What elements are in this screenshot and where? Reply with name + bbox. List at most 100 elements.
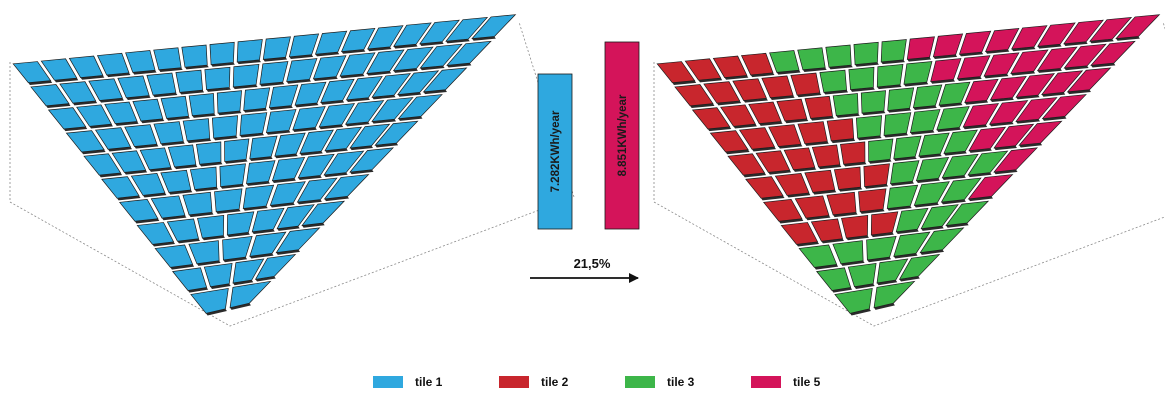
left-tile (371, 73, 412, 98)
right-tile-edge (770, 95, 795, 100)
left-tile (222, 235, 253, 261)
right-tile-edge (831, 138, 856, 144)
legend-label-tile3: tile 3 (667, 375, 695, 389)
left-tile (392, 46, 434, 72)
left-tile-edge (445, 39, 470, 44)
left-tile-edge (89, 124, 113, 129)
right-tile (880, 39, 907, 63)
right-tile-edge (840, 260, 865, 266)
left-tile-edge (80, 75, 105, 80)
left-tile (249, 135, 278, 160)
left-tile (47, 107, 87, 130)
left-tile-edge (106, 72, 131, 78)
right-tile-edge (893, 156, 917, 162)
right-tile (968, 126, 1007, 152)
left-tile-edge (270, 202, 295, 208)
left-tile-edge (168, 190, 193, 195)
right-tile (876, 63, 904, 88)
right-tile (883, 112, 912, 136)
left-tile-edge (196, 260, 221, 266)
left-tile (59, 81, 97, 104)
right-tile-edge (936, 127, 961, 132)
left-tile-edge (346, 97, 370, 103)
right-tile (762, 199, 803, 222)
right-tile-edge (876, 280, 898, 286)
left-tile (299, 129, 334, 154)
legend-swatch-tile5 (751, 376, 781, 388)
left-tile-edge (320, 100, 345, 105)
left-tile (371, 97, 414, 122)
left-tile-edge (206, 87, 231, 92)
improvement-percentage: 21,5% (574, 256, 611, 271)
left-tile-edge (152, 241, 176, 247)
right-tile (740, 52, 774, 76)
left-tile-edge (134, 218, 160, 224)
right-tile-edge (920, 249, 945, 255)
right-tile-edge (893, 253, 918, 259)
right-tile (909, 109, 941, 133)
left-tile (292, 106, 326, 131)
right-tile (985, 28, 1020, 52)
left-tile-edge (299, 151, 323, 156)
left-tile (249, 231, 287, 257)
right-tile (833, 166, 862, 190)
left-tile-edge (472, 36, 496, 41)
right-tile-edge (959, 52, 984, 57)
left-tile-edge (272, 178, 296, 183)
left-tile (265, 109, 297, 133)
left-tile-edge (447, 63, 472, 68)
left-tile-edge (297, 199, 322, 205)
left-tile (294, 81, 327, 106)
left-tile (318, 103, 356, 128)
left-tile-edge (192, 113, 216, 118)
left-tile (246, 160, 276, 185)
right-tile-edge (921, 226, 944, 231)
right-tile (870, 211, 899, 236)
left-tile-edge (210, 283, 231, 289)
right-tile (674, 84, 714, 107)
right-tile (915, 157, 950, 182)
right-tile (1041, 70, 1084, 95)
right-tile (816, 267, 852, 291)
right-tile-edge (963, 124, 988, 130)
left-tile-edge (187, 287, 209, 293)
left-tile (296, 177, 338, 203)
right-tile-edge (836, 113, 860, 118)
left-tile-edge (233, 84, 258, 90)
left-tile (94, 127, 132, 150)
left-tile-edge (249, 156, 273, 162)
left-tile-edge (286, 79, 312, 84)
left-tile (139, 147, 172, 171)
left-tile (419, 19, 460, 45)
right-tile (1041, 94, 1087, 120)
left-tile (111, 150, 147, 173)
right-tile (819, 69, 847, 93)
right-tile-edge (814, 264, 839, 270)
left-tile (422, 67, 468, 93)
right-tile (761, 75, 794, 99)
left-tile-edge (134, 144, 159, 149)
right-tile (748, 101, 782, 125)
right-tile (893, 135, 922, 160)
right-tile (810, 218, 843, 242)
right-tile-edge (1037, 68, 1062, 73)
right-tile (768, 124, 802, 147)
left-tile (150, 195, 186, 219)
right-tile (776, 98, 808, 122)
left-tile (124, 124, 158, 147)
right-tile (709, 130, 749, 153)
right-tile (964, 78, 999, 103)
left-tile-edge (367, 46, 392, 52)
right-tile (956, 55, 991, 80)
left-tile (274, 132, 306, 157)
right-tile (797, 47, 826, 71)
right-tile-edge (867, 257, 892, 263)
right-tile-edge (881, 59, 905, 65)
left-tile-edge (277, 226, 300, 231)
left-tile-edge (232, 280, 254, 286)
right-tile (918, 132, 950, 157)
left-tile (209, 41, 235, 65)
left-tile-edge (220, 184, 245, 189)
left-tile (301, 200, 346, 226)
left-tile (345, 76, 383, 101)
